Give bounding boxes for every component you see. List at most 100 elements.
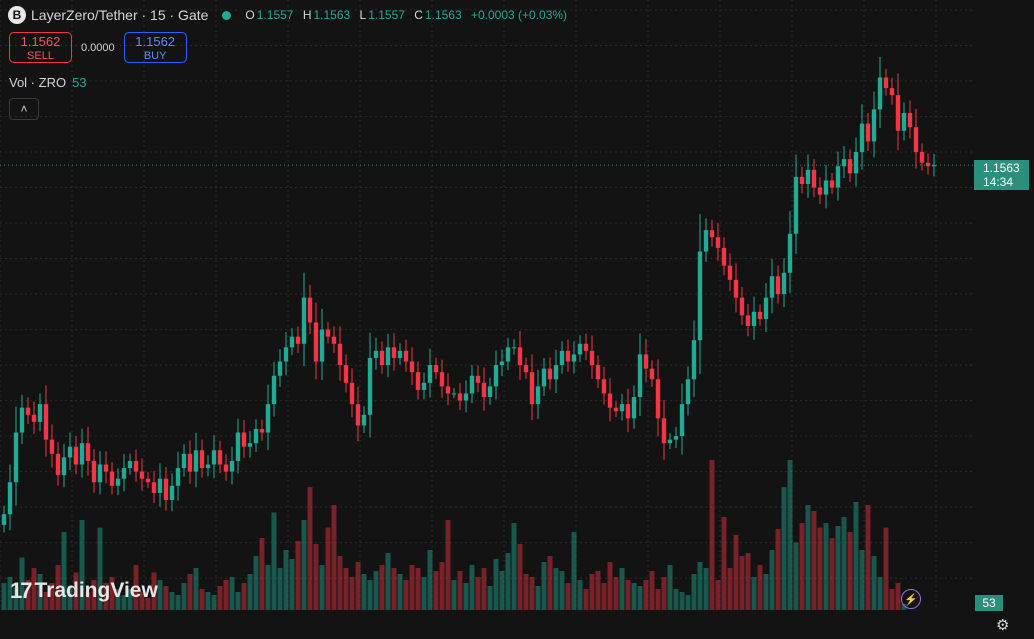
- tradingview-logo[interactable]: 17 TradingView: [10, 578, 158, 604]
- candle-body: [547, 368, 553, 380]
- volume-bar: [781, 487, 787, 610]
- candle-body: [613, 407, 619, 412]
- volume-bar: [835, 526, 841, 610]
- candle-body: [745, 315, 751, 327]
- volume-bar: [463, 583, 469, 610]
- candle-body: [163, 478, 169, 501]
- symbol-logo-icon: B: [8, 6, 26, 24]
- candle-body: [589, 350, 595, 366]
- candle-body: [673, 436, 679, 440]
- volume-bar: [265, 565, 271, 610]
- volume-value: 53: [72, 75, 87, 90]
- volume-bar: [769, 550, 775, 610]
- volume-bar: [91, 580, 97, 610]
- candle-body: [295, 336, 301, 344]
- candle-body: [451, 393, 457, 395]
- volume-bar: [79, 520, 85, 610]
- volume-bar: [853, 502, 859, 610]
- candle-body: [709, 230, 715, 238]
- lightning-icon[interactable]: ⚡: [901, 589, 921, 609]
- volume-bar: [169, 592, 175, 610]
- volume-legend[interactable]: Vol · ZRO 53: [9, 75, 87, 90]
- volume-bar: [307, 487, 313, 610]
- candle-body: [355, 404, 361, 426]
- volume-bar: [43, 592, 49, 610]
- volume-bar: [889, 589, 895, 610]
- volume-bar: [277, 568, 283, 610]
- candle-body: [793, 176, 799, 234]
- candle-body: [763, 297, 769, 319]
- candle-body: [55, 453, 61, 476]
- candle-body: [13, 432, 19, 483]
- candle-body: [667, 439, 673, 444]
- volume-bar: [187, 574, 193, 610]
- volume-bar: [583, 589, 589, 610]
- candle-body: [733, 279, 739, 298]
- volume-bar: [313, 544, 319, 610]
- candle-body: [133, 460, 139, 472]
- volume-tag: 53: [975, 595, 1003, 611]
- volume-bar: [457, 571, 463, 610]
- candle-body: [229, 460, 235, 472]
- candle-body: [379, 350, 385, 366]
- volume-bar: [175, 595, 181, 610]
- symbol-title[interactable]: LayerZero/Tether · 15 · Gate: [31, 7, 209, 23]
- tradingview-mark-icon: 17: [10, 578, 33, 603]
- candle-body: [715, 237, 721, 248]
- volume-bar: [871, 556, 877, 610]
- volume-bar: [469, 565, 475, 610]
- candle-body: [841, 159, 847, 167]
- candle-body: [919, 152, 925, 163]
- volume-bar: [151, 572, 157, 610]
- volume-bar: [595, 571, 601, 610]
- candle-body: [739, 297, 745, 316]
- candle-body: [883, 77, 889, 89]
- volume-bar: [823, 523, 829, 610]
- volume-bar: [757, 565, 763, 610]
- gear-icon[interactable]: ⚙: [996, 617, 1010, 634]
- candle-body: [403, 350, 409, 362]
- candle-body: [265, 404, 271, 433]
- candle-body: [895, 95, 901, 131]
- collapse-legend-button[interactable]: ˄: [9, 98, 39, 120]
- volume-bar: [229, 577, 235, 610]
- candle-body: [415, 372, 421, 390]
- candle-body: [925, 162, 931, 167]
- candle-body: [421, 382, 427, 390]
- candle-body: [877, 77, 883, 110]
- volume-bar: [325, 527, 331, 610]
- candle-body: [913, 127, 919, 153]
- volume-bar: [481, 568, 487, 610]
- volume-bar: [631, 583, 637, 610]
- volume-bar: [715, 580, 721, 610]
- candle-body: [319, 329, 325, 362]
- sell-label: SELL: [27, 50, 54, 62]
- buy-button[interactable]: 1.1562 BUY: [123, 32, 187, 63]
- volume-bar: [223, 580, 229, 610]
- candle-body: [577, 343, 583, 355]
- volume-bar: [391, 568, 397, 610]
- volume-bar: [133, 565, 139, 610]
- volume-bar: [127, 589, 133, 610]
- candle-body: [67, 446, 73, 458]
- candle-body: [25, 407, 31, 415]
- candle-body: [43, 404, 49, 440]
- candle-body: [439, 372, 445, 387]
- volume-bar: [865, 505, 871, 610]
- volume-bar: [565, 583, 571, 610]
- volume-bar: [697, 562, 703, 610]
- volume-bar: [475, 577, 481, 610]
- volume-bar: [49, 583, 55, 610]
- bar-countdown: 14:34: [983, 175, 1014, 189]
- volume-bar: [421, 577, 427, 610]
- candle-body: [931, 165, 937, 167]
- volume-bar: [67, 586, 73, 610]
- candle-body: [85, 443, 91, 461]
- candle-body: [565, 350, 571, 362]
- volume-bar: [439, 562, 445, 610]
- sell-button[interactable]: 1.1562 SELL: [9, 32, 72, 63]
- price-chart[interactable]: 1.20001.19001.18001.17001.16001.15001.14…: [0, 0, 975, 610]
- candle-body: [175, 468, 181, 486]
- volume-bar: [541, 562, 547, 610]
- volume-bar: [157, 580, 163, 610]
